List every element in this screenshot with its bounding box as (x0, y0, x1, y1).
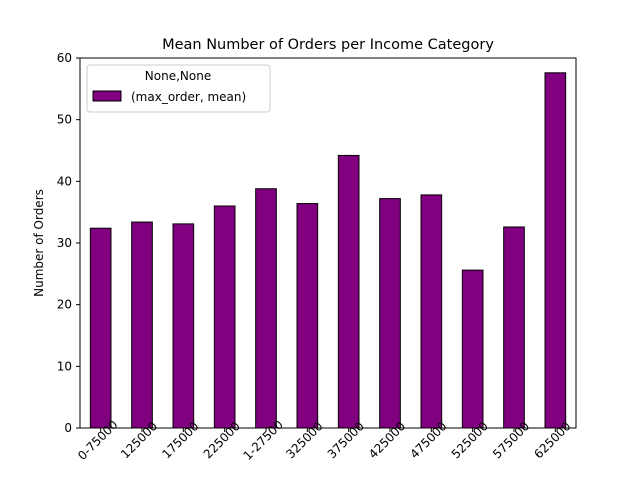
legend-title: None,None (145, 69, 211, 83)
bars-group (89, 72, 567, 429)
y-tick-label: 40 (57, 174, 72, 188)
bar-10 (461, 269, 484, 429)
y-tick-label: 20 (57, 298, 72, 312)
bar-6 (296, 203, 319, 429)
bar-4 (213, 205, 236, 429)
bar-11 (503, 226, 525, 429)
legend-label: (max_order, mean) (131, 90, 246, 104)
bar-8 (379, 198, 401, 429)
legend-swatch (92, 90, 122, 102)
y-tick-label: 60 (57, 51, 72, 65)
y-tick-label: 30 (57, 236, 72, 250)
bar-9 (420, 194, 443, 429)
bar-2 (131, 221, 153, 429)
legend-box (86, 64, 271, 113)
y-axis-label: Number of Orders (32, 189, 46, 297)
bar-3 (172, 223, 195, 429)
bar-7 (337, 154, 360, 429)
legend: None,None (max_order, mean) (86, 64, 271, 113)
y-tick-label: 10 (57, 359, 72, 373)
y-tick-label: 0 (64, 421, 72, 435)
bar-5 (255, 188, 277, 429)
bar-12 (544, 72, 567, 429)
y-tick-label: 50 (57, 113, 72, 127)
plot-area-frame (79, 57, 577, 429)
y-axis: 0 10 20 30 40 50 60 (57, 51, 80, 435)
chart-title: Mean Number of Orders per Income Categor… (162, 37, 494, 53)
bar-1 (89, 227, 112, 429)
